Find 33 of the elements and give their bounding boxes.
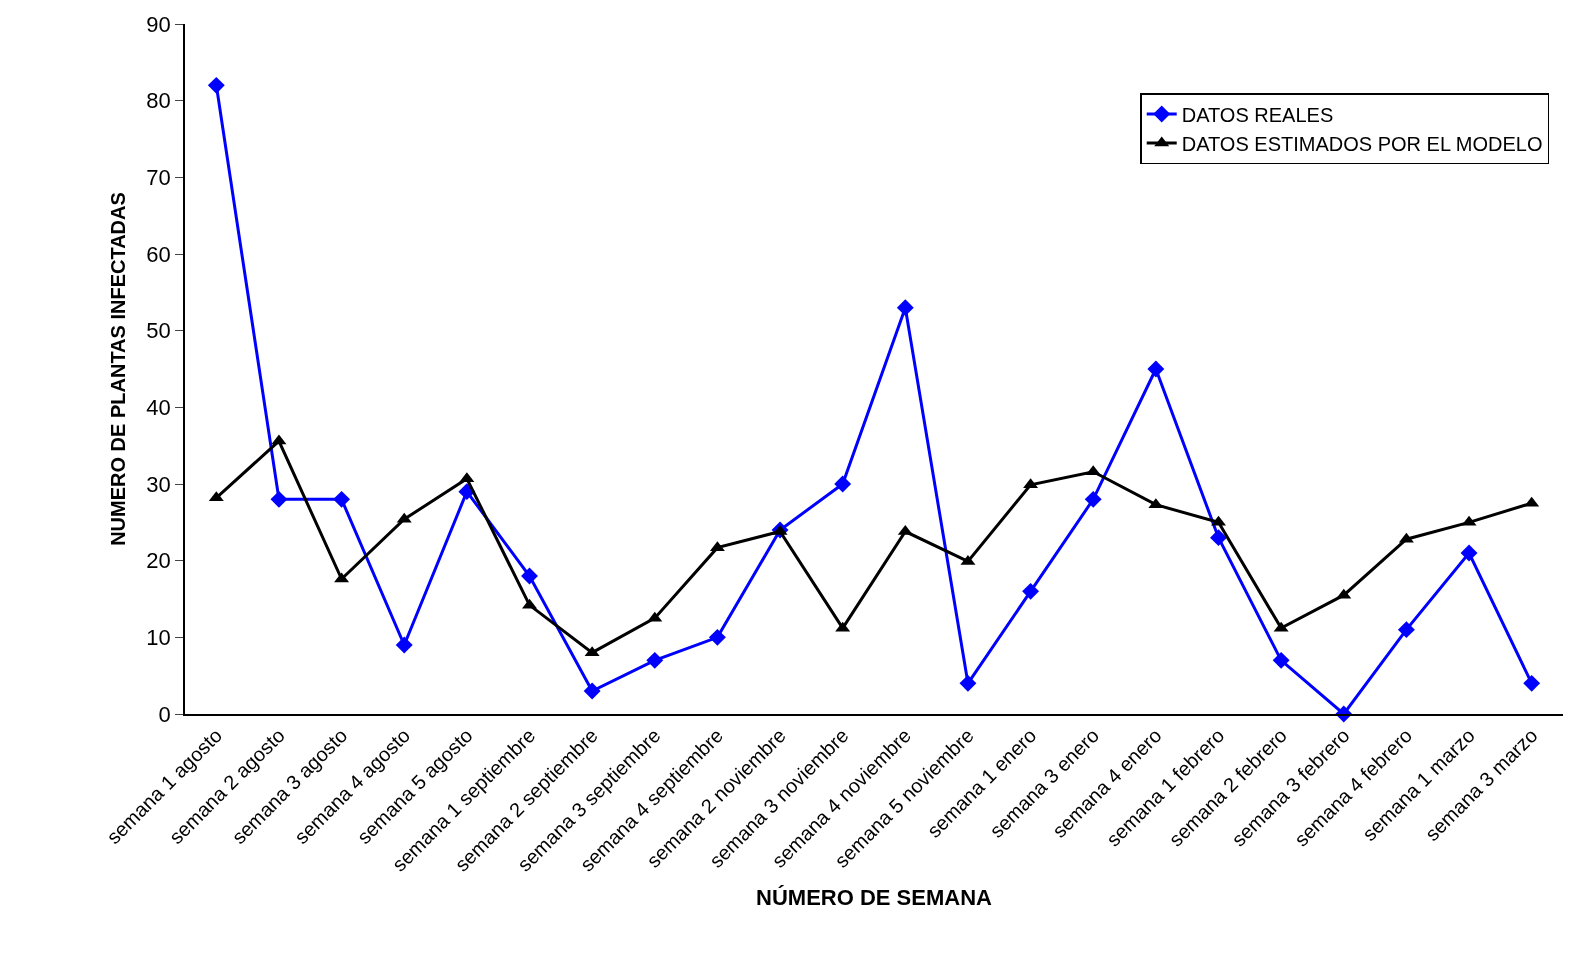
point xyxy=(1210,529,1227,547)
point xyxy=(959,674,977,692)
y-tick-label: 90 xyxy=(146,11,171,37)
y-tick-label: 70 xyxy=(146,165,171,191)
point xyxy=(1272,651,1290,669)
point xyxy=(896,299,914,317)
point xyxy=(1460,544,1478,562)
legend-label: DATOS ESTIMADOS POR EL MODELO xyxy=(1181,132,1543,155)
point xyxy=(333,490,351,508)
x-axis-title: NÚMERO DE SEMANA xyxy=(756,885,993,911)
point xyxy=(708,628,726,646)
point xyxy=(1084,490,1102,508)
point xyxy=(521,567,538,585)
point xyxy=(583,682,601,700)
point xyxy=(834,475,852,493)
point xyxy=(1022,582,1040,600)
point xyxy=(395,636,413,654)
y-tick-label: 60 xyxy=(146,241,171,267)
y-tick-label: 10 xyxy=(146,625,171,651)
y-axis-title: NUMERO DE PLANTAS INFECTADAS xyxy=(107,192,130,546)
y-tick-label: 30 xyxy=(146,471,171,497)
point xyxy=(207,76,225,94)
point xyxy=(1523,674,1541,692)
legend-label: DATOS REALES xyxy=(1181,103,1334,126)
point xyxy=(270,490,288,508)
y-tick-label: 80 xyxy=(146,88,171,114)
y-tick-label: 40 xyxy=(146,395,171,421)
point xyxy=(646,651,664,669)
y-tick-label: 50 xyxy=(146,318,171,344)
y-tick-label: 20 xyxy=(146,548,171,574)
point xyxy=(1397,621,1415,639)
point xyxy=(1147,360,1165,378)
y-tick-label: 0 xyxy=(158,701,171,727)
